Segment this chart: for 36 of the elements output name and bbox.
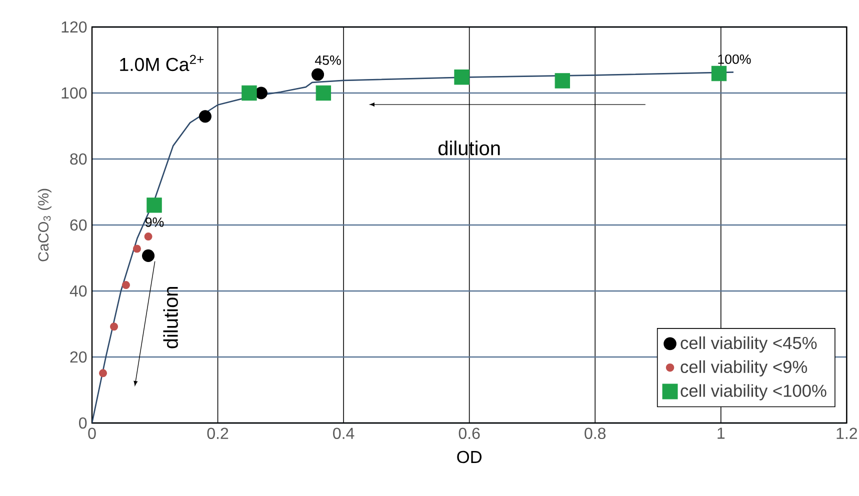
legend-label: cell viability <100% <box>680 384 826 400</box>
y-tick-label: 0 <box>79 417 87 429</box>
point <box>554 73 570 88</box>
y-tick-label: 120 <box>62 21 87 33</box>
point <box>711 66 727 82</box>
x-tick-label: 0.2 <box>207 428 228 440</box>
y-axis-title: CaCO$_{3}$ (%) <box>38 188 52 262</box>
x-tick-label: 1.2 <box>836 428 857 439</box>
point <box>146 198 162 213</box>
annotation: 45% <box>314 56 341 65</box>
annotation: dilution <box>163 287 178 348</box>
point <box>132 244 141 253</box>
y-tick-label: 20 <box>70 351 87 363</box>
point <box>312 68 324 81</box>
annotation: 1.0M Ca$^{2+}$ <box>120 54 204 72</box>
point <box>144 232 152 241</box>
y-tick-label: 40 <box>70 285 87 297</box>
x-tick-label: 0.4 <box>333 428 354 440</box>
y-tick-label: 80 <box>70 153 87 165</box>
legend-label: cell viability <9% <box>680 360 808 376</box>
point <box>242 85 257 101</box>
x-axis-title: OD <box>457 450 482 464</box>
x-tick-label: 0.6 <box>458 428 480 440</box>
point <box>110 322 118 331</box>
x-tick-label: 1 <box>718 428 725 439</box>
legend-label: cell viability <45% <box>680 336 817 353</box>
point <box>316 85 332 101</box>
point <box>198 110 212 123</box>
x-tick-label: 0 <box>88 428 96 440</box>
y-tick-label: 100 <box>62 87 87 99</box>
point <box>454 70 470 85</box>
point <box>142 249 155 262</box>
point <box>122 281 130 290</box>
y-tick-label: 60 <box>70 219 87 231</box>
point <box>99 369 108 378</box>
x-tick-label: 0.8 <box>584 428 606 440</box>
